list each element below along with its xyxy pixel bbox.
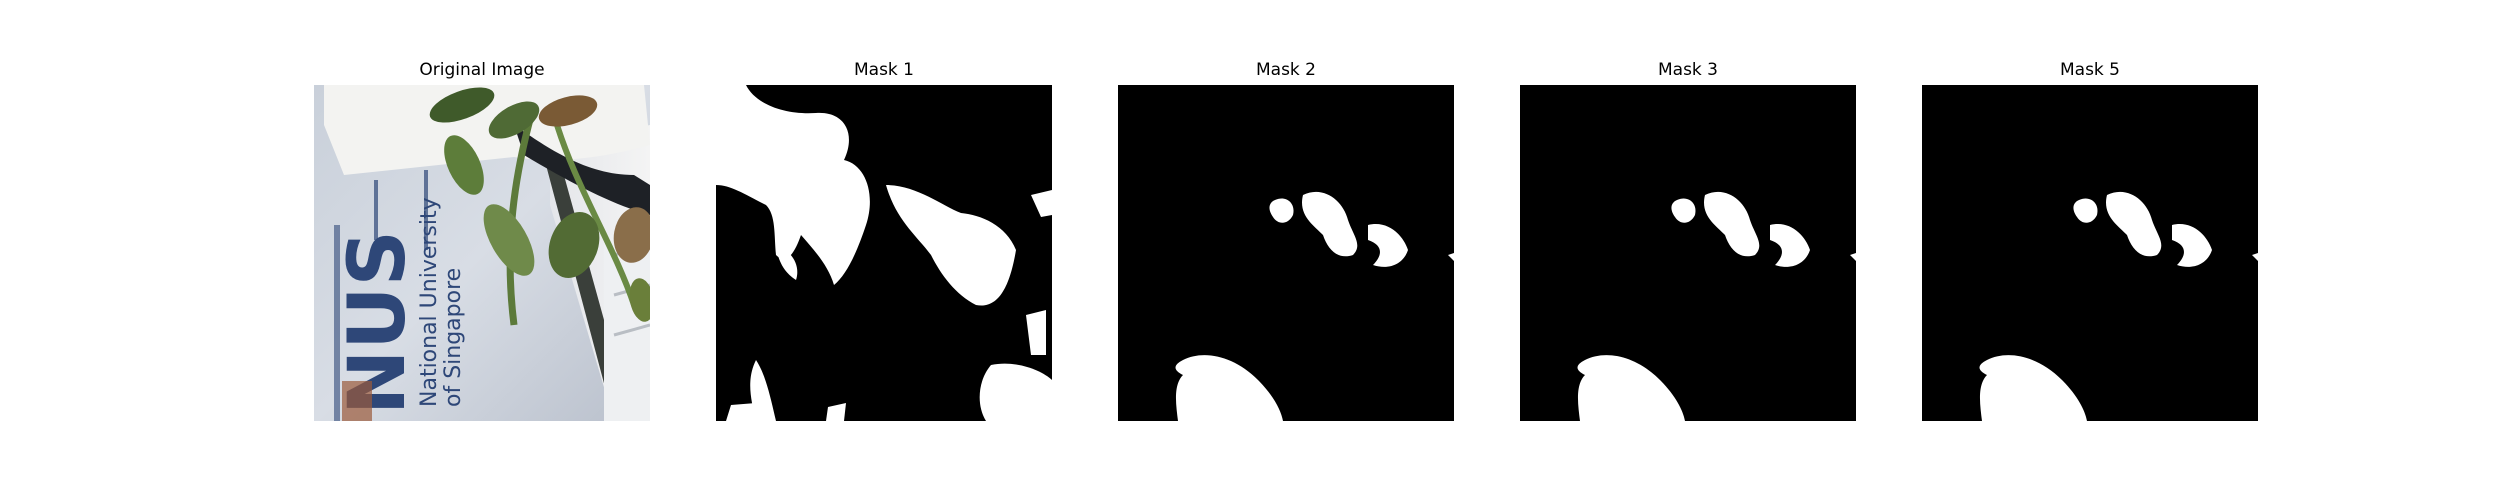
- panel-mask-3: Mask 3: [1520, 0, 1856, 500]
- mask-3-image: [1520, 85, 1856, 421]
- mask-2-image: [1118, 85, 1454, 421]
- sign-subtext-line-2: of Singapore: [441, 268, 466, 407]
- mask-5-image: [1922, 85, 2258, 421]
- panel-original-image: Original Image: [314, 0, 650, 500]
- panel-title: Mask 2: [1255, 60, 1316, 80]
- panel-title: Mask 1: [853, 60, 914, 80]
- panel-title: Original Image: [419, 60, 545, 80]
- panel-mask-1: Mask 1: [716, 0, 1052, 500]
- panel-title: Mask 5: [2059, 60, 2120, 80]
- panel-title: Mask 3: [1657, 60, 1718, 80]
- mask-1-image: [716, 85, 1052, 421]
- panel-mask-5: Mask 5: [1922, 0, 2258, 500]
- original-photo: NUS National University of Singapore: [314, 85, 650, 421]
- panel-mask-2: Mask 2: [1118, 0, 1454, 500]
- sign-subtext-line-1: National University: [417, 197, 442, 407]
